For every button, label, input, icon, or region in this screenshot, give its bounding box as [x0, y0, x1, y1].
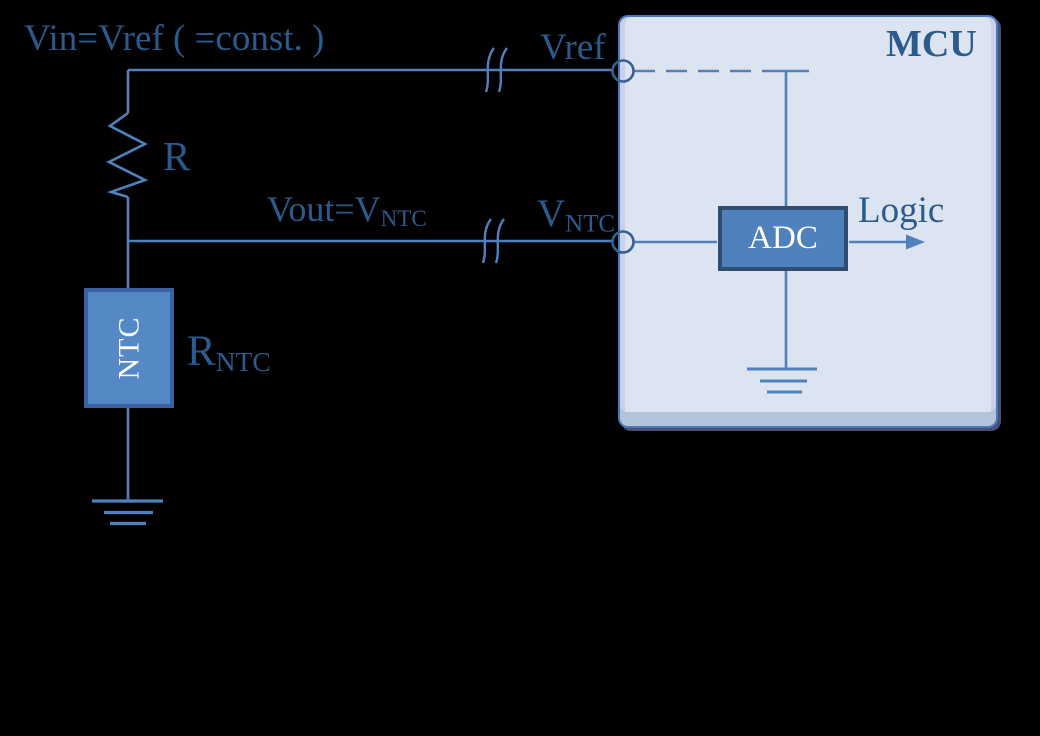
logic-arrowhead-icon	[906, 234, 925, 250]
vout-label: Vout=VNTC	[267, 191, 427, 230]
ntc-box-label: NTC	[112, 316, 145, 380]
wire-break-icon-top	[484, 47, 508, 93]
wire-break-icon-bottom	[481, 218, 505, 264]
vntc-terminal-circle	[611, 230, 635, 254]
vout-label-subscript: NTC	[380, 205, 427, 232]
vref-pin-label: Vref	[540, 27, 606, 68]
rntc-label-subscript: NTC	[215, 346, 271, 378]
vout-label-main: Vout=V	[267, 189, 381, 229]
vref-terminal-circle	[611, 59, 635, 83]
vntc-pin-label: VNTC	[537, 194, 615, 237]
resistor-label: R	[163, 133, 191, 179]
resistor-symbol	[106, 111, 149, 199]
vin-label: Vin=Vref ( =const. )	[24, 18, 325, 59]
vntc-pin-label-subscript: NTC	[565, 210, 616, 238]
vntc-pin-label-main: V	[537, 192, 566, 235]
ground-symbol-left	[92, 499, 163, 526]
logic-label: Logic	[858, 190, 945, 231]
ground-symbol-mcu	[747, 367, 817, 394]
rntc-label: RNTC	[187, 330, 271, 376]
rntc-label-main: R	[187, 328, 216, 375]
ntc-thermistor-box: NTC	[84, 288, 174, 408]
adc-box: ADC	[718, 206, 848, 271]
mcu-title: MCU	[886, 23, 977, 65]
adc-label: ADC	[748, 220, 818, 256]
